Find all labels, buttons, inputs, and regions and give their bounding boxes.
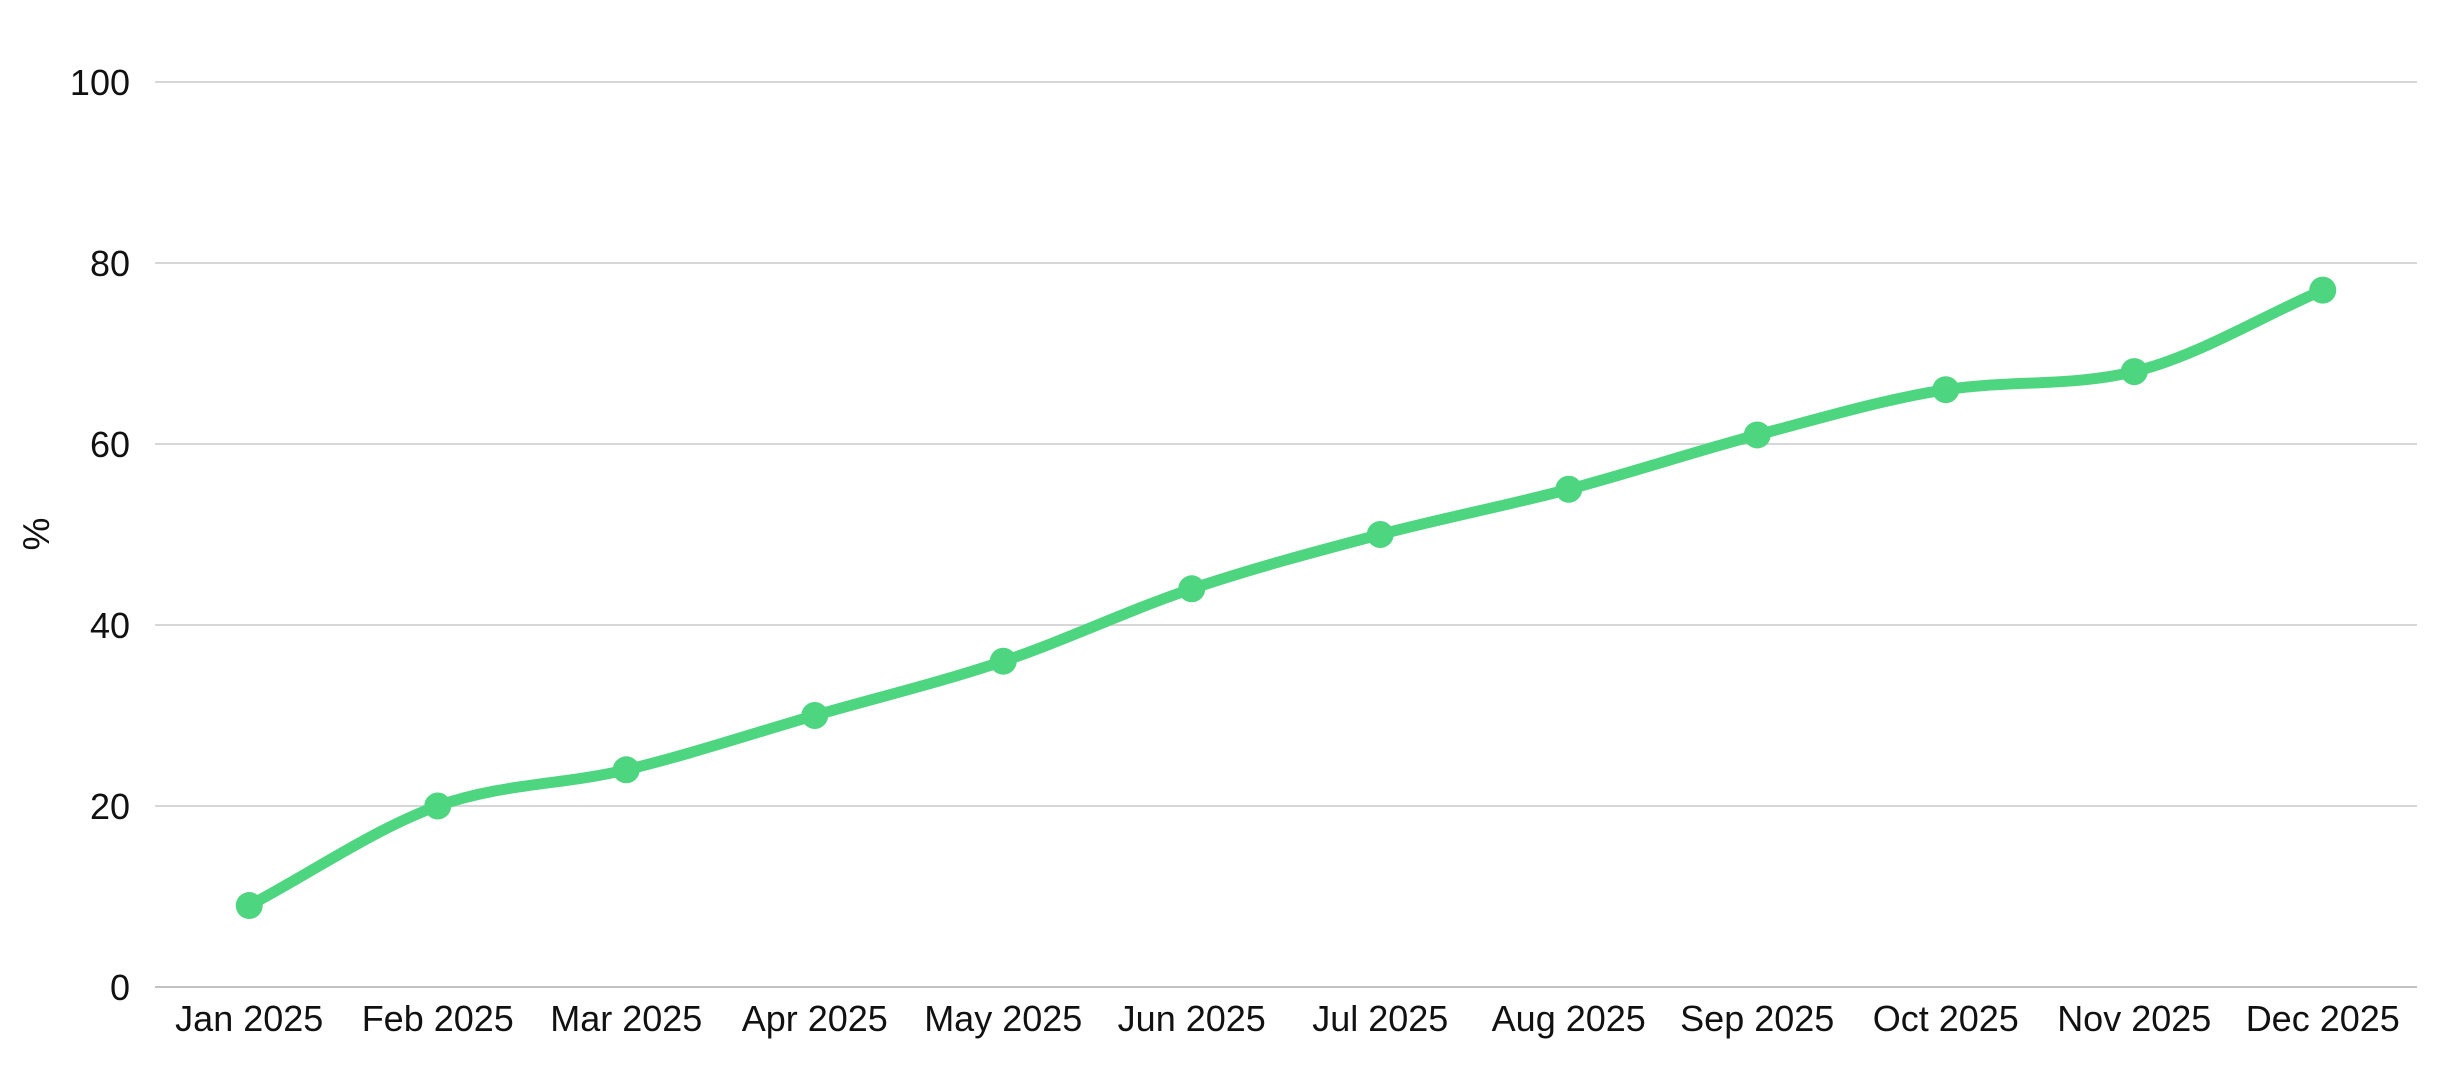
data-point (2309, 276, 2337, 304)
y-tick-label: 40 (90, 605, 130, 646)
data-point (989, 647, 1017, 675)
data-point (424, 792, 452, 820)
data-point (235, 892, 263, 920)
y-tick-label: 60 (90, 424, 130, 465)
data-point (1743, 421, 1771, 449)
data-point (1178, 575, 1206, 603)
x-tick-label: Apr 2025 (742, 998, 888, 1039)
series-line (243, 284, 2329, 912)
x-tick-label: Oct 2025 (1873, 998, 2019, 1039)
x-tick-label: Mar 2025 (550, 998, 702, 1039)
y-tick-label: 20 (90, 786, 130, 827)
x-tick-label: Nov 2025 (2057, 998, 2211, 1039)
x-tick-label: Sep 2025 (1680, 998, 1834, 1039)
data-point (612, 756, 640, 784)
x-tick-label: May 2025 (924, 998, 1082, 1039)
data-point (1366, 521, 1394, 548)
data-point (1932, 376, 1960, 404)
data-point (801, 702, 829, 729)
x-tick-label: Jun 2025 (1118, 998, 1266, 1039)
x-tick-label: Jul 2025 (1312, 998, 1448, 1039)
x-tick-label: Jan 2025 (175, 998, 323, 1039)
x-tick-label: Dec 2025 (2246, 998, 2400, 1039)
data-point (1555, 475, 1583, 503)
y-tick-label: 100 (70, 62, 130, 103)
x-tick-label: Aug 2025 (1492, 998, 1646, 1039)
x-tick-label: Feb 2025 (362, 998, 514, 1039)
y-tick-label: 80 (90, 243, 130, 284)
data-point (2120, 358, 2148, 386)
y-tick-label: 0 (110, 967, 130, 1008)
